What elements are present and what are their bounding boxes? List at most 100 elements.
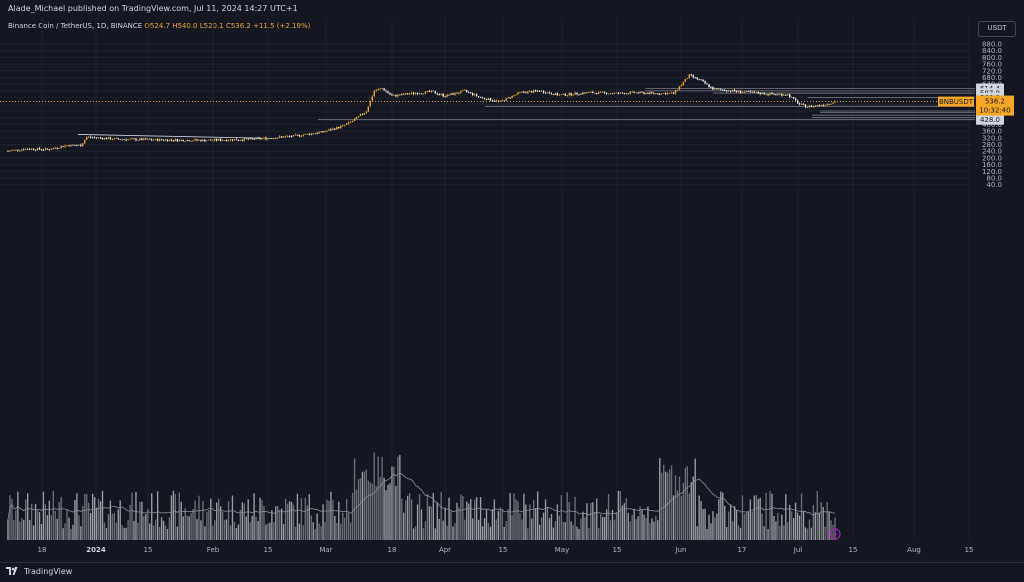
- candle-body: [810, 105, 813, 107]
- volume-bar: [137, 522, 139, 540]
- candle-body: [166, 139, 169, 142]
- volume-bar: [594, 511, 596, 540]
- volume-bar: [607, 494, 610, 540]
- candle-body: [125, 139, 127, 141]
- candle-body: [410, 92, 413, 94]
- candle-body: [64, 145, 66, 147]
- flash-icon[interactable]: [829, 528, 841, 540]
- candle-body: [724, 89, 726, 91]
- volume-bar: [826, 501, 828, 540]
- volume-bar: [91, 493, 94, 540]
- symbol-price: 536.2: [985, 98, 1005, 106]
- volume-bar: [231, 495, 234, 540]
- volume-bar: [279, 509, 281, 540]
- candle-body: [521, 91, 523, 93]
- volume-bar: [513, 493, 515, 540]
- volume-bar: [519, 513, 521, 540]
- candle-body: [806, 107, 809, 109]
- currency-button[interactable]: USDT: [978, 21, 1016, 37]
- candle-body: [202, 139, 204, 142]
- candle-body: [720, 88, 722, 90]
- volume-bar: [212, 525, 214, 540]
- volume-bar: [566, 492, 568, 540]
- volume-bar: [36, 509, 39, 540]
- candle-body: [483, 97, 486, 99]
- candle-body: [777, 94, 779, 95]
- candle-body: [90, 136, 92, 138]
- volume-bar: [422, 528, 425, 540]
- candle-body: [13, 149, 15, 151]
- volume-bar: [580, 518, 582, 540]
- candle-body: [156, 138, 159, 141]
- time-axis-label: 15: [965, 546, 974, 554]
- volume-bar: [544, 499, 547, 540]
- candle-body: [722, 89, 724, 91]
- time-axis-label: 15: [849, 546, 858, 554]
- candle-body: [302, 134, 305, 136]
- candle-body: [568, 93, 570, 96]
- candle-body: [316, 133, 318, 135]
- candle-body: [383, 88, 385, 91]
- volume-bar: [572, 524, 574, 540]
- symbol-description[interactable]: Binance Coin / TetherUS, 1D, BINANCE: [8, 22, 143, 30]
- volume-bar: [568, 502, 570, 540]
- volume-bar: [328, 500, 330, 540]
- volume-bar: [38, 512, 41, 540]
- candle-body: [117, 138, 119, 140]
- volume-bar: [210, 498, 212, 540]
- volume-bar: [182, 516, 184, 540]
- volume-bar: [164, 525, 167, 540]
- horizontal-levels: [318, 88, 975, 121]
- volume-bar: [308, 494, 310, 540]
- candle-body: [393, 94, 395, 96]
- candle-body: [655, 93, 657, 95]
- volume-bar: [105, 528, 108, 540]
- candle-body: [312, 133, 314, 135]
- candle-body: [52, 148, 54, 150]
- volume-bar: [570, 521, 572, 540]
- volume-bar: [214, 520, 216, 540]
- candle-body: [798, 103, 801, 105]
- volume-bar: [477, 519, 480, 540]
- volume-bar: [223, 519, 226, 540]
- candle-body: [586, 92, 588, 94]
- volume-bar: [365, 469, 368, 540]
- volume-bar: [704, 508, 706, 540]
- volume-bar: [698, 495, 700, 540]
- volume-bar: [507, 509, 509, 540]
- candle-body: [76, 145, 78, 147]
- volume-bar: [123, 527, 125, 540]
- candle-body: [641, 91, 643, 93]
- volume-bar: [637, 516, 639, 540]
- volume-bar: [158, 526, 161, 540]
- volume-bar: [655, 515, 657, 540]
- candle-body: [206, 140, 208, 142]
- candle-body: [789, 94, 791, 98]
- candle-body: [743, 91, 746, 93]
- candle-body: [196, 139, 198, 141]
- volume-bar: [379, 477, 381, 540]
- volume-bar: [403, 512, 405, 540]
- tradingview-logo[interactable]: TradingView: [6, 567, 72, 576]
- candle-body: [239, 140, 242, 141]
- candle-body: [229, 139, 232, 141]
- candle-body: [115, 138, 117, 140]
- volume-bar: [802, 511, 805, 540]
- price-chart[interactable]: 880.0840.0800.0760.0720.0680.0640.0600.0…: [0, 0, 1024, 562]
- volume-bar: [536, 491, 539, 540]
- candle-body: [418, 93, 421, 95]
- header: Alade_Michael published on TradingView.c…: [0, 0, 1024, 18]
- volume-bar: [731, 521, 734, 540]
- candle-body: [668, 93, 671, 94]
- candle-body: [607, 93, 610, 95]
- volume-bar: [436, 502, 438, 540]
- candle-body: [137, 140, 139, 141]
- candle-body: [517, 92, 519, 95]
- volume-bar: [190, 513, 192, 540]
- volume-bar: [458, 507, 460, 540]
- candle-body: [399, 94, 401, 96]
- candle-body: [533, 90, 535, 93]
- volume-bar: [505, 521, 507, 540]
- volume-bar: [735, 510, 738, 540]
- candle-body: [72, 144, 74, 146]
